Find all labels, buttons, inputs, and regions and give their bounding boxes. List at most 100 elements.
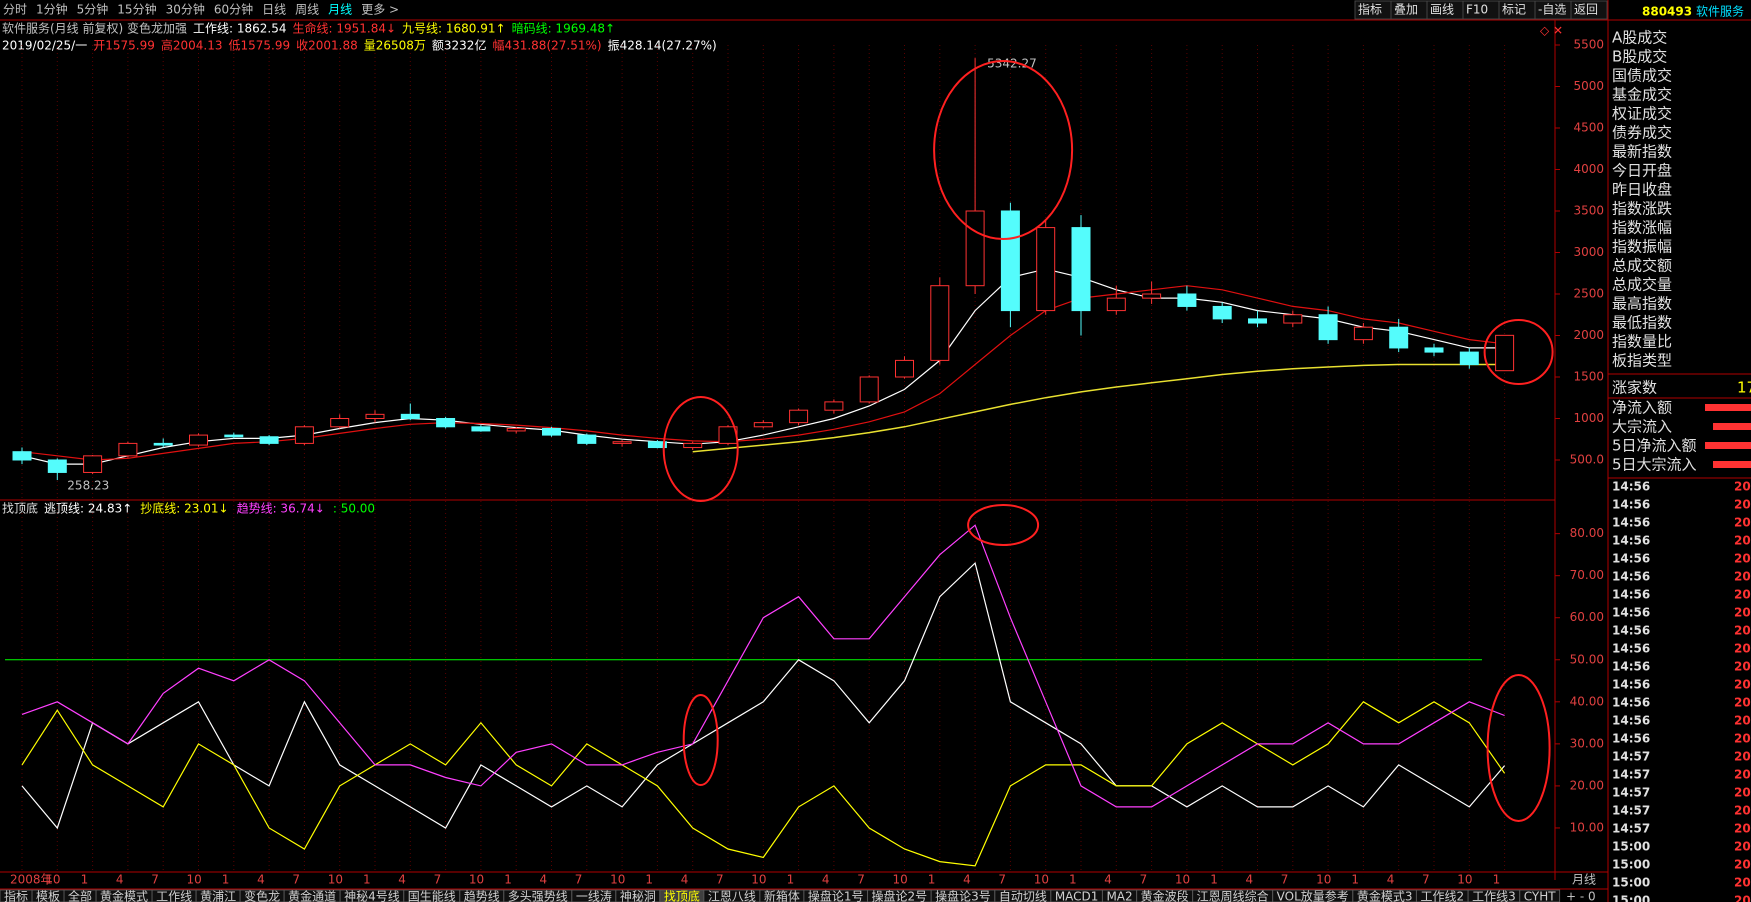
candle-body	[1177, 293, 1197, 307]
candle-body	[1000, 210, 1020, 312]
tool-button[interactable]: F10	[1466, 3, 1488, 17]
bottom-tab[interactable]: 江恩八线	[708, 890, 756, 902]
panel-item: 最高指数	[1612, 295, 1672, 313]
period-tab[interactable]: 15分钟	[117, 2, 156, 17]
annotation-circle	[682, 694, 719, 786]
period-tab[interactable]: 1分钟	[36, 2, 68, 17]
candle-body	[153, 442, 173, 446]
period-tab[interactable]: 日线	[262, 3, 286, 17]
tool-button[interactable]: 标记	[1502, 3, 1526, 17]
period-tab[interactable]: 月线	[328, 3, 352, 17]
panel-item: 最新指数	[1612, 143, 1672, 161]
bottom-tab[interactable]: 国生能线	[408, 890, 456, 902]
panel-item: 债券成交	[1612, 124, 1672, 142]
bottom-tab[interactable]: 全部	[68, 889, 92, 902]
candle-body	[1036, 227, 1056, 312]
period-tab[interactable]: 60分钟	[214, 2, 253, 17]
bottom-tab[interactable]: 操盘论2号	[872, 889, 928, 902]
series-line	[21, 561, 1506, 830]
tool-button[interactable]: 画线	[1430, 3, 1454, 17]
bottom-tab[interactable]: CYHT	[1524, 890, 1557, 902]
bottom-tab[interactable]: 模板	[36, 890, 60, 902]
bottom-tab[interactable]: 黄浦江	[200, 890, 236, 902]
tool-button[interactable]: -自选	[1538, 3, 1566, 17]
bottom-tab[interactable]: 趋势线	[464, 890, 500, 902]
candle-body	[189, 434, 208, 446]
bottom-tab[interactable]: 新箱体	[764, 889, 800, 902]
info-text: 幅431.88(27.51%)	[492, 38, 601, 53]
tick-price: 20	[1734, 588, 1751, 602]
tick-price: 20	[1734, 696, 1751, 710]
bottom-tab[interactable]: 黄金通道	[288, 889, 336, 902]
candle-body	[224, 434, 244, 438]
candle-body	[1424, 347, 1444, 353]
x-tick-label: 1	[1210, 873, 1218, 887]
bottom-tab[interactable]: MA2	[1106, 890, 1132, 902]
annotation-circle	[662, 396, 739, 502]
bottom-tab[interactable]: 江恩周线综合	[1197, 889, 1269, 902]
bottom-tab[interactable]: 工作线2	[1420, 890, 1464, 902]
panel-item: 5日大宗流入	[1612, 456, 1697, 474]
candle-body	[118, 442, 138, 457]
panel-item: 指数量比	[1612, 333, 1672, 351]
x-tick-label: 7	[1281, 873, 1289, 887]
period-tab[interactable]: 30分钟	[166, 2, 205, 17]
tool-button[interactable]: 指标	[1358, 2, 1382, 17]
bottom-tab[interactable]: 黄金模式	[100, 889, 148, 902]
bottom-tab[interactable]: 操盘论3号	[935, 889, 991, 902]
panel-item: 指数涨跌	[1612, 200, 1672, 218]
x-tick-label: 7	[434, 873, 442, 887]
x-tick-label: 1	[787, 873, 795, 887]
info-text: 开1575.99	[93, 39, 155, 53]
bottom-tab[interactable]: 工作线	[156, 890, 192, 902]
info-text: 额3232亿	[432, 38, 487, 53]
bottom-tab[interactable]: 多头强势线	[508, 890, 568, 902]
bottom-tab[interactable]: MACD1	[1055, 890, 1099, 902]
bottom-tab[interactable]: 指标	[4, 889, 28, 902]
x-tick-label: 4	[1387, 873, 1395, 887]
window-ctrl: ◇ ✕	[1540, 24, 1563, 38]
panel-item: 总成交量	[1612, 276, 1672, 294]
bottom-tab[interactable]: 黄金波段	[1141, 889, 1189, 902]
tick-time: 14:56	[1612, 696, 1650, 710]
flow-bar	[1705, 404, 1751, 411]
candle-body	[400, 413, 420, 419]
y-tick-label: 30.00	[1570, 736, 1604, 750]
period-tab[interactable]: 5分钟	[77, 2, 109, 17]
x-tick-label: 7	[1422, 873, 1430, 887]
y-tick-label: 2000	[1573, 328, 1604, 342]
candle-body	[577, 434, 597, 444]
tool-button[interactable]: 返回	[1574, 3, 1598, 17]
bottom-tab[interactable]: 工作线3	[1472, 890, 1516, 902]
x-tick-label: 4	[540, 873, 548, 887]
bottom-tab[interactable]: VOL放量参考	[1277, 889, 1349, 902]
bottom-tab[interactable]: 操盘论1号	[808, 889, 864, 902]
x-tick-label: 1	[1493, 873, 1501, 887]
bottom-tab[interactable]: 变色龙	[244, 889, 280, 902]
info-text: 量26508万	[364, 39, 426, 53]
period-tab[interactable]: 更多 >	[361, 3, 399, 17]
panel-item: 基金成交	[1612, 86, 1672, 104]
y-tick-label: 20.00	[1570, 778, 1604, 792]
tick-time: 15:00	[1612, 876, 1650, 890]
period-tab[interactable]: 周线	[295, 3, 319, 17]
bottom-tab[interactable]: 找顶底	[664, 889, 700, 902]
bottom-tab[interactable]: 神秘洞	[620, 890, 656, 902]
bottom-tab[interactable]: 黄金模式3	[1357, 889, 1413, 902]
tool-button[interactable]: 叠加	[1394, 3, 1418, 17]
x-tick-label: 4	[257, 873, 265, 887]
tick-time: 14:56	[1612, 642, 1650, 656]
tick-price: 20	[1734, 678, 1751, 692]
bottom-tab[interactable]: 神秘4号线	[344, 890, 400, 902]
x-tick-label: 10	[751, 873, 766, 887]
y-tick-label: 2500	[1573, 286, 1604, 300]
tick-time: 14:56	[1612, 498, 1650, 512]
candle-body	[1318, 314, 1338, 341]
info-text: 低1575.99	[228, 39, 290, 53]
info-text: 高2004.13	[161, 38, 223, 53]
bottom-tab[interactable]: 自动切线	[999, 890, 1047, 902]
legend-entry: 趋势线: 36.74↓	[237, 502, 325, 516]
period-tab[interactable]: 分时	[3, 3, 27, 17]
candle-body	[1071, 227, 1091, 312]
bottom-tab[interactable]: 一线涛	[576, 889, 612, 902]
